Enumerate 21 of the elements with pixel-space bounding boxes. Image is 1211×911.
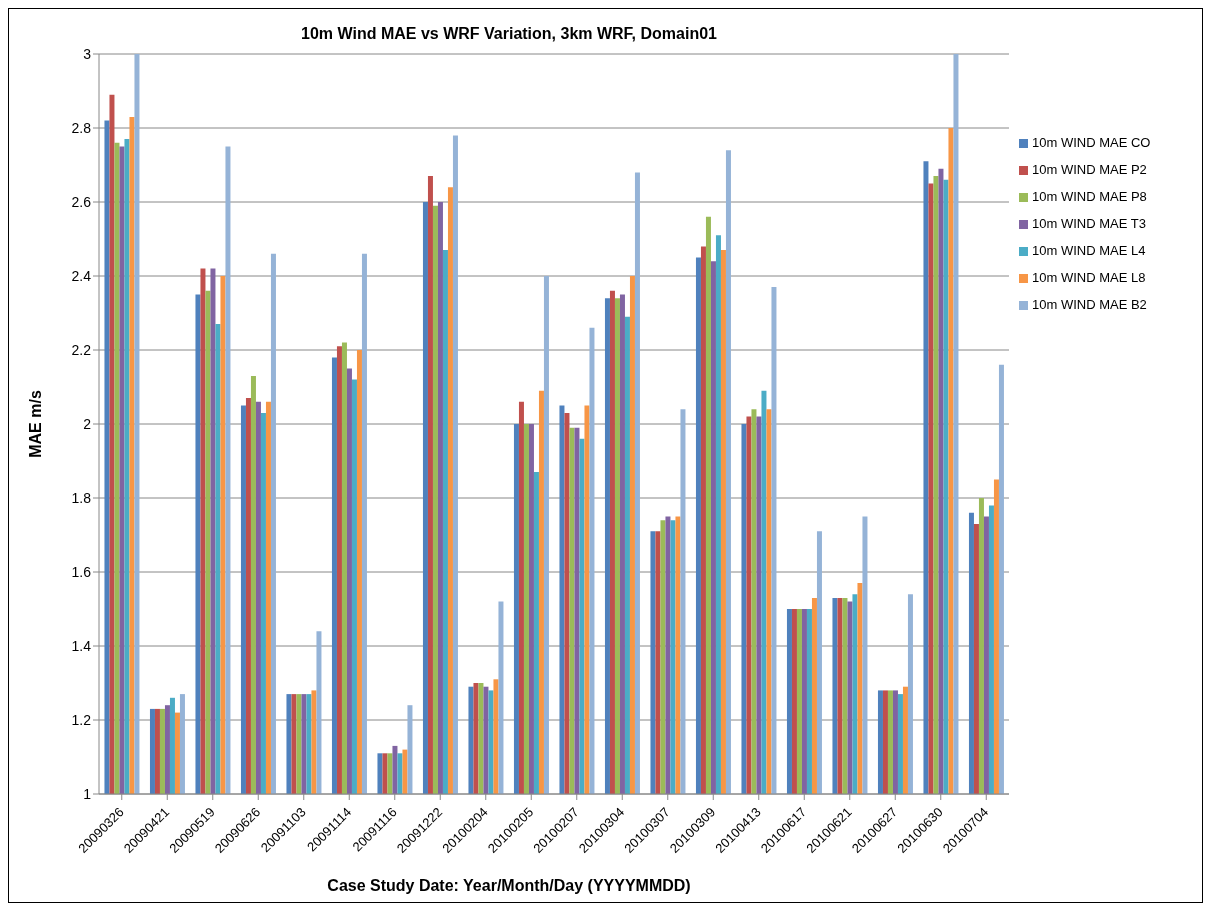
chart-title: 10m Wind MAE vs WRF Variation, 3km WRF, Domain01 <box>300 25 718 43</box>
y-tick-label: 2.6 <box>71 193 92 210</box>
x-axis-title: Case Study Date: Year/Month/Day (YYYYMMDD) <box>326 877 692 895</box>
y-tick-label: 2 <box>83 415 92 432</box>
y-axis-title: MAE m/s <box>26 390 44 458</box>
y-tick-label: 1.4 <box>71 637 92 654</box>
y-tick-label: 2.4 <box>71 267 92 284</box>
y-tick-label: 3 <box>83 45 92 62</box>
legend-label: 10m WIND MAE B2 <box>1032 297 1147 312</box>
y-tick-label: 2.8 <box>71 119 92 136</box>
y-tick-label: 1.6 <box>71 563 92 580</box>
legend-label: 10m WIND MAE L4 <box>1032 243 1146 258</box>
y-tick-label: 1.2 <box>71 711 92 728</box>
y-tick-label: 1.8 <box>71 489 92 506</box>
legend-label: 10m WIND MAE P2 <box>1032 162 1147 177</box>
legend-label: 10m WIND MAE CO <box>1032 135 1151 150</box>
y-tick-label: 1 <box>83 785 92 802</box>
legend-label: 10m WIND MAE T3 <box>1032 216 1146 231</box>
legend-label: 10m WIND MAE L8 <box>1032 270 1146 285</box>
y-tick-label: 2.2 <box>71 341 92 358</box>
legend-label: 10m WIND MAE P8 <box>1032 189 1147 204</box>
